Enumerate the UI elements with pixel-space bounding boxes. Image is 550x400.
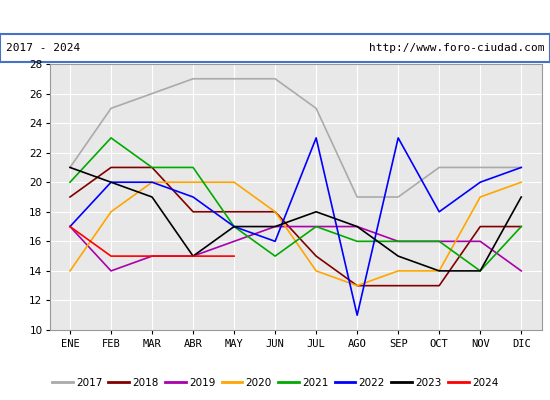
Text: http://www.foro-ciudad.com: http://www.foro-ciudad.com (369, 43, 544, 53)
Text: 2017 - 2024: 2017 - 2024 (6, 43, 80, 53)
Legend: 2017, 2018, 2019, 2020, 2021, 2022, 2023, 2024: 2017, 2018, 2019, 2020, 2021, 2022, 2023… (48, 374, 502, 392)
Text: Evolucion del paro registrado en Pancorbo: Evolucion del paro registrado en Pancorb… (103, 10, 447, 24)
